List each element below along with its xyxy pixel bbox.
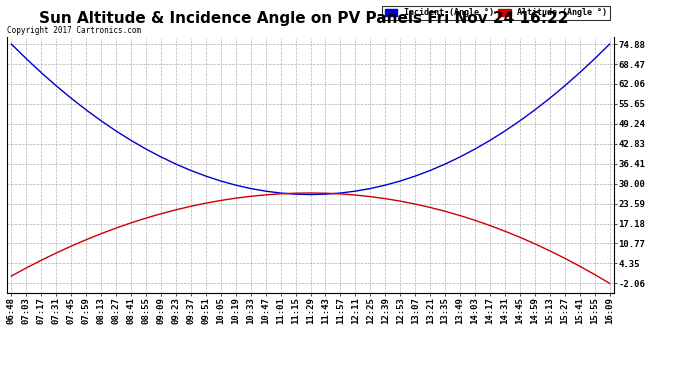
Text: Sun Altitude & Incidence Angle on PV Panels Fri Nov 24 16:22: Sun Altitude & Incidence Angle on PV Pan…: [39, 11, 569, 26]
Text: Copyright 2017 Cartronics.com: Copyright 2017 Cartronics.com: [7, 26, 141, 35]
Legend: Incident (Angle °), Altitude (Angle °): Incident (Angle °), Altitude (Angle °): [382, 6, 610, 20]
